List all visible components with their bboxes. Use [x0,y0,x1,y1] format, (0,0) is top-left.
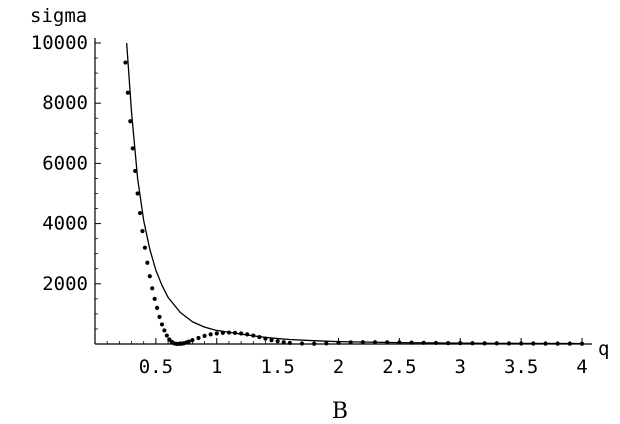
x-tick-label: 3 [455,356,466,378]
y-tick-label: 8000 [42,92,88,114]
data-point [567,341,572,346]
data-point [555,341,560,346]
data-point [251,333,256,338]
x-tick-label: 1 [211,356,222,378]
ticks: 0.5 1 1.5 2 2.5 3 3.5 4 2000 4000 6000 8000 10000 [31,32,588,378]
data-point [190,337,195,343]
data-point [152,296,157,301]
axes [94,38,592,345]
data-point [531,341,536,346]
data-point [214,331,219,336]
data-point [494,341,499,346]
data-point [154,305,160,310]
data-point [506,341,512,346]
data-point [186,339,191,344]
data-point [336,340,341,345]
data-point [142,245,148,250]
data-point [196,335,201,341]
data-point [385,340,390,345]
data-point [239,331,244,336]
data-point [543,341,548,346]
y-tick-label: 6000 [42,152,88,174]
series-line [126,42,583,345]
data-point [263,336,268,341]
data-point [445,341,451,346]
data-point [159,322,165,327]
data-point [287,340,292,346]
data-point [324,341,329,346]
series-line-group [126,42,583,345]
x-tick-label: 1.5 [260,356,294,378]
data-point [130,146,135,151]
data-point [202,333,207,338]
data-point [150,286,155,291]
series-dots-group [123,60,585,347]
data-point [421,340,426,345]
data-point [220,330,225,335]
data-point [299,341,305,346]
x-tick-label: 0.5 [139,356,173,378]
x-tick-label: 3.5 [504,356,538,378]
data-point [275,339,280,344]
data-point [458,341,463,346]
data-point [281,340,286,345]
x-tick-label: 2.5 [382,356,416,378]
y-tick-label: 4000 [42,213,88,235]
y-tick-label: 10000 [31,32,88,54]
data-point [125,90,130,95]
data-point [360,340,365,345]
data-point [519,341,524,346]
x-axis-label: q [598,338,609,360]
data-point [145,260,150,265]
data-point [208,332,213,337]
data-point [137,210,143,216]
data-point [162,328,167,333]
data-point [226,330,232,335]
data-point [269,337,274,343]
data-point [397,340,402,345]
data-point [482,341,487,346]
data-point [164,333,169,338]
data-point [232,330,238,335]
data-point [135,191,140,196]
y-tick-label: 2000 [42,273,88,295]
data-point [372,340,378,345]
data-point [147,274,152,279]
data-point [245,332,250,337]
data-point [128,119,133,124]
data-point [123,60,128,65]
data-point [579,341,585,346]
data-point [140,229,145,234]
data-point [312,341,317,346]
data-point [470,341,475,346]
chart-caption: B [332,399,348,424]
data-point [257,334,262,340]
data-point [133,168,138,174]
data-point [409,340,414,345]
data-point [157,314,162,320]
x-tick-label: 4 [576,356,587,378]
data-point [348,340,353,345]
data-point [433,340,438,346]
x-tick-label: 2 [333,356,344,378]
y-axis-label: sigma [30,5,87,27]
